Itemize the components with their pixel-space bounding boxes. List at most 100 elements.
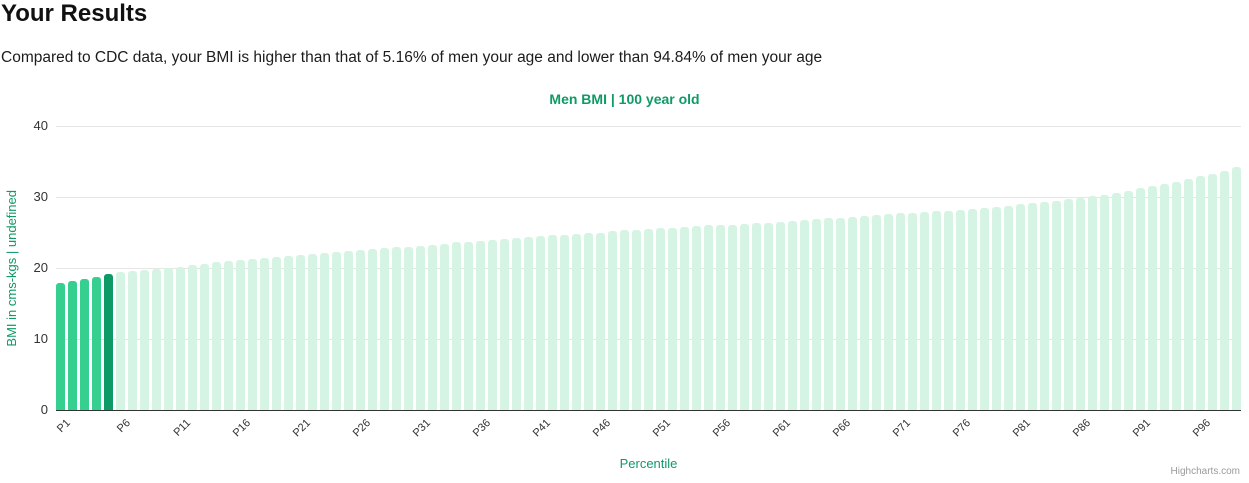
- bar-P93[interactable]: [1160, 184, 1169, 410]
- bar-P58[interactable]: [740, 223, 749, 410]
- bar-P23[interactable]: [320, 252, 329, 410]
- bar-P70[interactable]: [884, 214, 893, 410]
- bar-P74[interactable]: [932, 211, 941, 410]
- bar-P82[interactable]: [1028, 203, 1037, 410]
- bar-P51[interactable]: [656, 228, 665, 410]
- bar-P53[interactable]: [680, 226, 689, 410]
- bar-P59[interactable]: [752, 223, 761, 410]
- bar-P44[interactable]: [572, 233, 581, 410]
- bar-P80[interactable]: [1004, 205, 1013, 410]
- bar-P83[interactable]: [1040, 201, 1049, 410]
- bar-P42[interactable]: [548, 235, 557, 410]
- bar-P14[interactable]: [212, 262, 221, 410]
- bar-P61[interactable]: [776, 221, 785, 410]
- bar-P52[interactable]: [668, 227, 677, 410]
- bar-P29[interactable]: [392, 247, 401, 410]
- bar-P49[interactable]: [632, 229, 641, 410]
- bar-P33[interactable]: [440, 243, 449, 410]
- bar-P56[interactable]: [716, 225, 725, 410]
- bar-P92[interactable]: [1148, 186, 1157, 410]
- bar-P41[interactable]: [536, 236, 545, 410]
- bar-P90[interactable]: [1124, 190, 1133, 410]
- bar-P27[interactable]: [368, 249, 377, 410]
- bar-P19[interactable]: [272, 257, 281, 410]
- bar-P26[interactable]: [356, 250, 365, 410]
- bar-P6[interactable]: [116, 272, 125, 410]
- bar-P24[interactable]: [332, 251, 341, 410]
- bar-P5[interactable]: [104, 274, 113, 410]
- bar-P62[interactable]: [788, 221, 797, 410]
- bar-P91[interactable]: [1136, 188, 1145, 410]
- bar-P96[interactable]: [1196, 176, 1205, 410]
- bar-P72[interactable]: [908, 212, 917, 410]
- bar-P7[interactable]: [128, 271, 137, 410]
- bar-P69[interactable]: [872, 215, 881, 410]
- bar-P63[interactable]: [800, 220, 809, 410]
- bar-P60[interactable]: [764, 222, 773, 410]
- bar-P73[interactable]: [920, 211, 929, 410]
- bar-P39[interactable]: [512, 238, 521, 410]
- bar-P16[interactable]: [236, 260, 245, 410]
- bar-P68[interactable]: [860, 216, 869, 410]
- bar-P40[interactable]: [524, 237, 533, 410]
- bar-P79[interactable]: [992, 206, 1001, 410]
- bar-P11[interactable]: [176, 266, 185, 410]
- bar-P47[interactable]: [608, 231, 617, 410]
- bar-P12[interactable]: [188, 265, 197, 410]
- bar-P66[interactable]: [836, 217, 845, 410]
- bar-P99[interactable]: [1232, 167, 1241, 410]
- bar-P71[interactable]: [896, 213, 905, 410]
- bar-P85[interactable]: [1064, 199, 1073, 410]
- bar-P57[interactable]: [728, 224, 737, 410]
- bar-P17[interactable]: [248, 259, 257, 410]
- bar-P22[interactable]: [308, 253, 317, 410]
- bar-P98[interactable]: [1220, 170, 1229, 410]
- bar-P45[interactable]: [584, 233, 593, 410]
- bar-P65[interactable]: [824, 218, 833, 410]
- highcharts-credits[interactable]: Highcharts.com: [1170, 466, 1240, 477]
- bar-P31[interactable]: [416, 245, 425, 410]
- bar-P48[interactable]: [620, 230, 629, 410]
- bar-P37[interactable]: [488, 239, 497, 410]
- bar-P87[interactable]: [1088, 196, 1097, 410]
- bar-P76[interactable]: [956, 209, 965, 410]
- bar-P46[interactable]: [596, 232, 605, 410]
- bar-P75[interactable]: [944, 210, 953, 410]
- bar-P4[interactable]: [92, 276, 101, 410]
- bar-P30[interactable]: [404, 246, 413, 410]
- bar-P1[interactable]: [56, 282, 65, 410]
- bar-P10[interactable]: [164, 268, 173, 410]
- bar-P50[interactable]: [644, 228, 653, 410]
- bar-P38[interactable]: [500, 238, 509, 410]
- bar-P25[interactable]: [344, 250, 353, 410]
- bar-P35[interactable]: [464, 241, 473, 410]
- bar-P84[interactable]: [1052, 200, 1061, 410]
- bar-P55[interactable]: [704, 225, 713, 410]
- bar-P43[interactable]: [560, 234, 569, 410]
- bar-P32[interactable]: [428, 244, 437, 410]
- bar-P34[interactable]: [452, 242, 461, 410]
- bar-P2[interactable]: [68, 280, 77, 410]
- bar-P88[interactable]: [1100, 194, 1109, 410]
- bar-P28[interactable]: [380, 248, 389, 410]
- bar-P9[interactable]: [152, 269, 161, 410]
- bar-P20[interactable]: [284, 255, 293, 410]
- bar-P15[interactable]: [224, 260, 233, 410]
- bar-P86[interactable]: [1076, 197, 1085, 410]
- bar-P97[interactable]: [1208, 173, 1217, 410]
- bar-P64[interactable]: [812, 219, 821, 410]
- bar-P54[interactable]: [692, 226, 701, 410]
- bar-P36[interactable]: [476, 240, 485, 410]
- bar-P94[interactable]: [1172, 182, 1181, 410]
- bar-P8[interactable]: [140, 270, 149, 410]
- bar-P78[interactable]: [980, 207, 989, 410]
- bar-P81[interactable]: [1016, 204, 1025, 410]
- bar-P13[interactable]: [200, 263, 209, 410]
- bar-P21[interactable]: [296, 254, 305, 410]
- bar-P89[interactable]: [1112, 192, 1121, 410]
- bar-P95[interactable]: [1184, 179, 1193, 410]
- bar-P77[interactable]: [968, 208, 977, 410]
- bar-P3[interactable]: [80, 278, 89, 410]
- bar-P67[interactable]: [848, 216, 857, 410]
- bar-P18[interactable]: [260, 258, 269, 410]
